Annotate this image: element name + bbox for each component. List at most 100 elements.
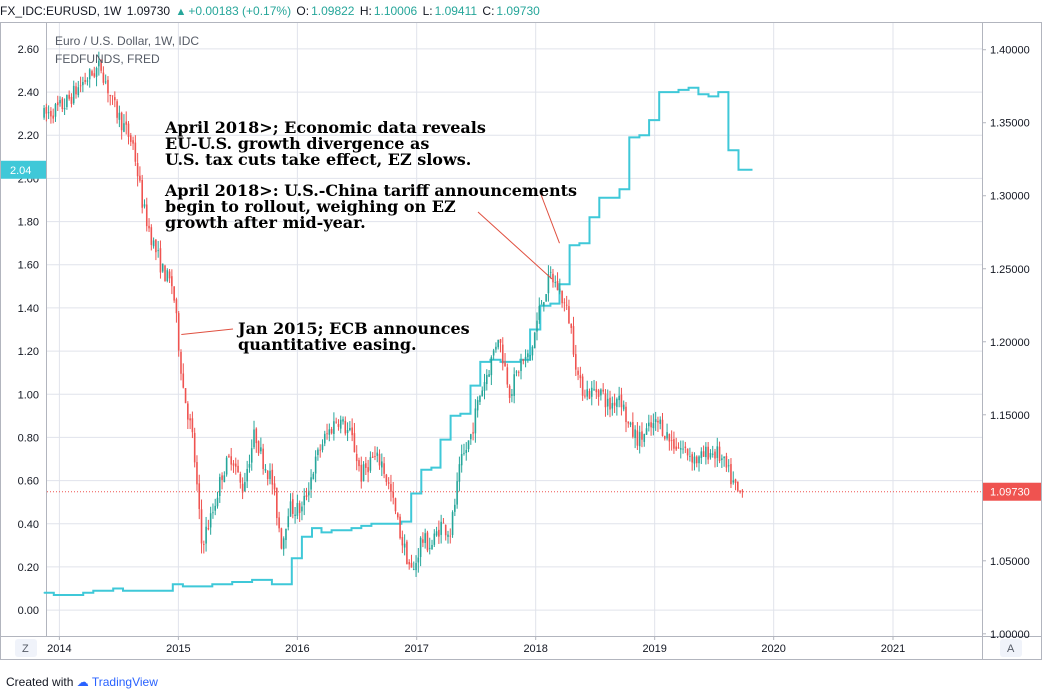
left-tick-label: 1.60 xyxy=(18,260,39,272)
candle-body xyxy=(609,397,611,410)
candle-body xyxy=(428,547,431,549)
candle-body xyxy=(645,428,648,435)
left-tick-label: 2.20 xyxy=(18,130,39,142)
right-button-label[interactable]: A xyxy=(1007,643,1015,655)
candle-body xyxy=(734,479,737,484)
candle-body xyxy=(554,281,557,283)
candle-body xyxy=(346,430,349,434)
up-arrow-icon: ▲ xyxy=(175,6,187,18)
candle-body xyxy=(406,541,408,565)
candle-body xyxy=(310,477,312,490)
candle-body xyxy=(312,473,315,480)
candle-body xyxy=(189,418,191,421)
candle-body xyxy=(385,474,388,482)
left-button-label[interactable]: Z xyxy=(22,643,29,655)
candle-body xyxy=(374,456,376,457)
candle-body xyxy=(298,503,301,513)
candle-body xyxy=(296,502,299,516)
candle-body xyxy=(369,457,372,471)
candle-body xyxy=(435,531,438,536)
legend-eurusd[interactable]: Euro / U.S. Dollar, 1W, IDC xyxy=(55,34,199,48)
symbol-label[interactable]: FX_IDC:EURUSD, 1W xyxy=(0,4,122,18)
candle-body xyxy=(481,390,484,397)
candle-body xyxy=(538,305,541,320)
left-button-bg[interactable] xyxy=(15,639,37,657)
left-tick-label: 2.40 xyxy=(18,87,39,99)
fedfunds-point xyxy=(529,328,531,331)
candle-body xyxy=(63,108,66,110)
fedfunds-point xyxy=(479,361,481,363)
candle-body xyxy=(513,374,515,396)
candle-body xyxy=(727,465,730,467)
fedfunds-point xyxy=(658,91,660,93)
candle-body xyxy=(511,394,513,396)
candle-body xyxy=(123,123,125,132)
left-axis[interactable]: 2.602.402.202.001.801.601.401.201.000.80… xyxy=(18,44,39,617)
candle-body xyxy=(273,483,276,490)
candle-body xyxy=(257,441,260,454)
candle-body xyxy=(705,446,707,458)
candle-body xyxy=(47,112,50,114)
candle-body xyxy=(371,456,374,458)
candle-body xyxy=(399,516,401,539)
fedfunds-point xyxy=(509,361,511,363)
fedfunds-point xyxy=(43,592,45,594)
fedfunds-point xyxy=(73,594,75,596)
candle-body xyxy=(698,456,700,464)
time-tick-label: 2017 xyxy=(404,643,428,655)
fedfunds-point xyxy=(340,529,342,531)
right-axis[interactable]: 1.40000 1.35000 1.30000 1.25000 1.20000 1.150… xyxy=(982,45,1030,641)
right-button-bg[interactable] xyxy=(1000,639,1022,657)
fedfunds-point xyxy=(53,594,55,596)
candle-body xyxy=(171,276,173,287)
candle-body xyxy=(378,453,381,466)
time-tick-label: 2015 xyxy=(166,643,190,655)
candle-body xyxy=(114,97,116,101)
annotation-pointer-3 xyxy=(181,328,234,335)
fedfunds-point xyxy=(301,536,303,538)
right-tick-label: 1.40000 xyxy=(990,45,1030,57)
candle-body xyxy=(679,448,682,450)
legend-fedfunds[interactable]: FEDFUNDS, FRED xyxy=(55,52,160,66)
candle-body xyxy=(134,142,137,162)
candle-body xyxy=(641,431,643,440)
time-axis[interactable]: 2014 2015 2016 2017 2018 2019 2020 2021 xyxy=(47,636,905,655)
candle-body xyxy=(501,344,504,364)
candle-body xyxy=(109,94,112,97)
fedfunds-point xyxy=(578,242,580,244)
candle-body xyxy=(50,110,52,117)
candle-body xyxy=(584,395,586,397)
fedfunds-point xyxy=(598,197,600,199)
candle-body xyxy=(663,436,666,439)
candle-body xyxy=(741,490,744,492)
high-value: 1.10006 xyxy=(373,4,418,18)
fedfunds-point xyxy=(549,302,551,305)
fedfunds-point xyxy=(608,197,610,199)
fedfunds-point xyxy=(112,587,114,590)
candle-body xyxy=(552,273,554,283)
candle-body xyxy=(262,448,264,470)
candle-body xyxy=(271,469,274,485)
auto-scale-right-button[interactable]: A xyxy=(1000,639,1022,657)
left-tick-label: 0.00 xyxy=(18,605,39,617)
fedfunds-point xyxy=(430,467,432,469)
candle-body xyxy=(237,465,239,473)
fedfunds-point xyxy=(92,590,94,592)
candle-body xyxy=(618,395,620,401)
candle-body xyxy=(634,429,636,439)
candle-body xyxy=(93,73,96,77)
candle-body xyxy=(440,521,442,535)
candle-body xyxy=(225,457,228,475)
fedfunds-point xyxy=(331,529,333,531)
tradingview-brand[interactable]: TradingView xyxy=(91,675,158,689)
auto-scale-left-button[interactable]: Z xyxy=(15,639,37,657)
annotation-line: EU-U.S. growth divergence as xyxy=(165,134,429,153)
tradingview-logo-icon[interactable]: ☁ xyxy=(76,675,89,689)
candle-body xyxy=(164,265,166,282)
candle-body xyxy=(426,532,429,551)
candle-body xyxy=(545,294,547,302)
fedfunds-point xyxy=(261,579,263,581)
candle-body xyxy=(638,432,641,447)
candle-body xyxy=(145,204,148,227)
